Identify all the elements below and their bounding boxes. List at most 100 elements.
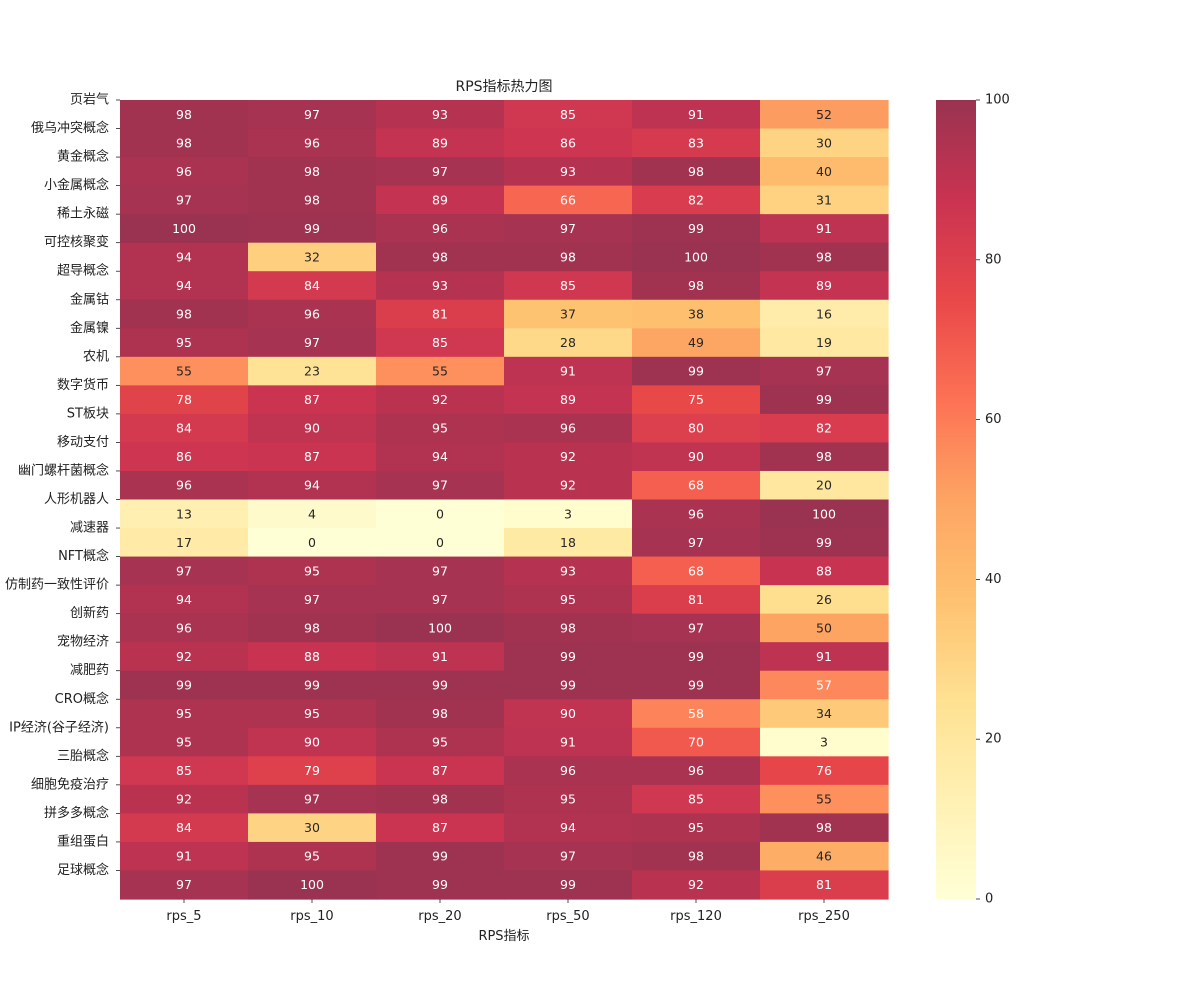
- heatmap-cell: [248, 585, 377, 615]
- cell-value-label: 91: [432, 649, 448, 664]
- cell-value-label: 96: [688, 506, 704, 521]
- cell-value-label: 98: [432, 249, 448, 264]
- heatmap-cell: [760, 841, 889, 872]
- heatmap-cell: [120, 784, 249, 814]
- cell-value-label: 97: [304, 792, 320, 807]
- cell-value-label: 98: [688, 849, 704, 864]
- cell-value-label: 86: [176, 449, 192, 464]
- heatmap-cell: [760, 670, 889, 700]
- y-tick-label: 移动支付: [57, 435, 109, 450]
- heatmap-cell: [376, 128, 505, 158]
- heatmap-cell: [504, 870, 633, 900]
- heatmap-cell: [376, 585, 505, 615]
- cell-value-label: 40: [816, 164, 832, 179]
- heatmap-cell: [504, 727, 633, 757]
- heatmap-cell: [248, 756, 377, 786]
- cell-value-label: 83: [688, 135, 704, 150]
- cell-value-label: 0: [436, 535, 444, 550]
- y-tick-label: 三胎概念: [57, 748, 109, 764]
- cell-value-label: 96: [176, 164, 192, 179]
- cell-value-label: 100: [812, 506, 836, 521]
- y-tick-label: 足球概念: [57, 862, 109, 878]
- heatmap-cell: [760, 413, 889, 444]
- heatmap-cell: [632, 328, 761, 358]
- heatmap-cell: [632, 813, 761, 843]
- cell-value-label: 37: [560, 307, 576, 322]
- cell-value-label: 92: [688, 877, 704, 892]
- heatmap-cell: [504, 413, 633, 444]
- cell-value-label: 85: [560, 278, 576, 293]
- heatmap-cell: [632, 870, 761, 900]
- cell-value-label: 93: [560, 563, 576, 578]
- cell-value-label: 0: [436, 506, 444, 521]
- heatmap-cell: [760, 242, 889, 272]
- cell-value-label: 23: [304, 364, 320, 379]
- y-tick-label: NFT概念: [58, 548, 109, 564]
- heatmap-cell: [504, 214, 633, 244]
- cell-value-label: 52: [816, 107, 832, 122]
- cell-value-label: 82: [816, 421, 832, 436]
- cell-value-label: 97: [176, 192, 192, 207]
- heatmap-cell: [120, 585, 249, 615]
- cell-value-label: 99: [304, 677, 320, 692]
- cell-value-label: 97: [688, 620, 704, 635]
- heatmap-cell: [120, 214, 249, 244]
- cell-value-label: 58: [688, 706, 704, 721]
- cell-value-label: 89: [432, 135, 448, 150]
- cell-value-label: 99: [688, 649, 704, 664]
- heatmap-cell: [504, 470, 633, 501]
- colorbar-tick-label: 0: [985, 892, 993, 907]
- heatmap-cell: [504, 299, 633, 329]
- cell-value-label: 99: [560, 877, 576, 892]
- cell-value-label: 98: [688, 164, 704, 179]
- cell-value-label: 99: [432, 849, 448, 864]
- cell-value-label: 68: [688, 563, 704, 578]
- cell-value-label: 91: [560, 364, 576, 379]
- cell-value-label: 87: [304, 392, 320, 407]
- cell-value-label: 96: [688, 763, 704, 778]
- heatmap-cell: [760, 128, 889, 158]
- cell-value-label: 95: [304, 849, 320, 864]
- cell-value-label: 81: [688, 592, 704, 607]
- cell-value-label: 89: [816, 278, 832, 293]
- cell-value-label: 90: [688, 449, 704, 464]
- heatmap-cell: [120, 385, 249, 415]
- heatmap-cell: [376, 214, 505, 244]
- heatmap-cell: [504, 157, 633, 187]
- cell-value-label: 84: [176, 820, 192, 835]
- cell-value-label: 99: [688, 677, 704, 692]
- heatmap-cell: [376, 756, 505, 786]
- heatmap-cell: [760, 813, 889, 843]
- cell-value-label: 92: [176, 649, 192, 664]
- colorbar-tick-label: 100: [985, 93, 1010, 108]
- heatmap-cell: [248, 699, 377, 729]
- heatmap-cell: [120, 299, 249, 329]
- cell-value-label: 97: [432, 592, 448, 607]
- cell-value-label: 94: [176, 278, 192, 293]
- cell-value-label: 70: [688, 735, 704, 750]
- x-tick-label: rps_50: [546, 909, 589, 924]
- cell-value-label: 100: [300, 877, 324, 892]
- cell-value-label: 90: [304, 421, 320, 436]
- x-axis-labels: rps_5 rps_10 rps_20 rps_50 rps_120 rps_250: [166, 899, 850, 924]
- heatmap-cell: [760, 699, 889, 729]
- cell-value-label: 96: [560, 763, 576, 778]
- heatmap-cell: [120, 727, 249, 757]
- heatmap-cell: [248, 157, 377, 187]
- cell-value-label: 97: [304, 592, 320, 607]
- heatmap-cell: [504, 670, 633, 700]
- cell-value-label: 95: [176, 706, 192, 721]
- cell-value-label: 87: [304, 449, 320, 464]
- cell-value-label: 91: [560, 735, 576, 750]
- cell-value-label: 96: [304, 307, 320, 322]
- cell-value-label: 94: [176, 249, 192, 264]
- cell-value-label: 98: [560, 249, 576, 264]
- y-tick-label: 金属镍: [70, 320, 109, 336]
- heatmap-cell: [120, 613, 249, 643]
- heatmap-cell: [760, 442, 889, 472]
- cell-value-label: 80: [688, 421, 704, 436]
- cell-value-label: 96: [304, 135, 320, 150]
- heatmap-cell: [248, 870, 377, 900]
- heatmap-cell: [248, 214, 377, 244]
- y-tick-label: 宠物经济: [57, 634, 109, 650]
